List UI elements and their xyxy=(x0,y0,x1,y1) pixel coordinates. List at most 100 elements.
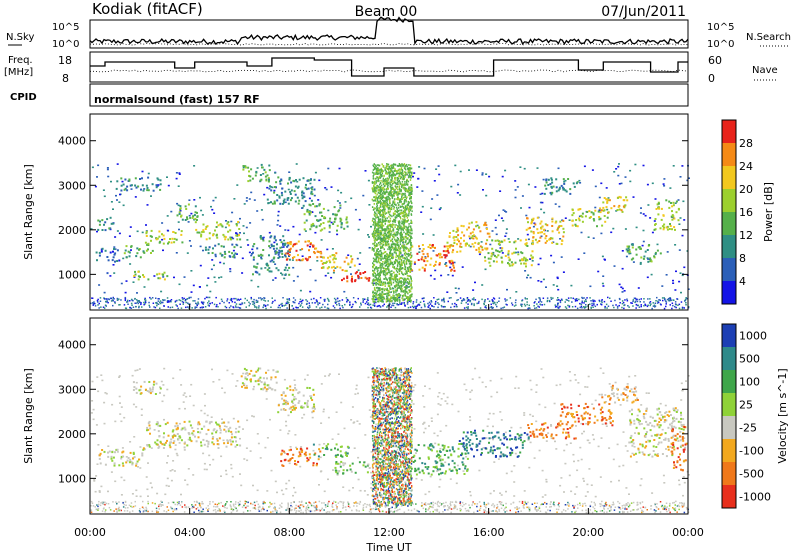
echo-cell xyxy=(567,178,570,180)
noise-cell xyxy=(411,254,413,257)
scatter-cell xyxy=(220,276,223,278)
scatter-cell xyxy=(632,305,634,307)
scatter-cell xyxy=(236,299,238,301)
scatter-cell xyxy=(539,201,542,204)
noise-cell xyxy=(373,301,375,303)
scatter-cell xyxy=(241,303,244,305)
echo-cell xyxy=(562,187,565,190)
noise-cell xyxy=(411,286,413,289)
echo-cell xyxy=(273,186,276,188)
noise-cell xyxy=(382,271,385,274)
noise-cell xyxy=(377,238,380,240)
echo-cell xyxy=(552,185,555,188)
noise-cell xyxy=(394,216,396,219)
echo-cell xyxy=(313,251,316,253)
colorbar-segment xyxy=(722,166,736,189)
noise-cell xyxy=(405,168,407,171)
noise-cell xyxy=(386,289,388,291)
echo-cell xyxy=(333,257,336,260)
scatter-cell xyxy=(581,307,583,309)
scatter-cell xyxy=(245,197,248,199)
echo-cell xyxy=(601,224,604,227)
noise-cell xyxy=(396,185,399,188)
scatter-cell xyxy=(554,203,557,205)
scatter-cell xyxy=(313,194,316,197)
noise-cell xyxy=(389,287,391,290)
echo-cell xyxy=(256,271,259,274)
echo-cell xyxy=(305,219,308,222)
noise-cell xyxy=(373,208,375,211)
scatter-cell xyxy=(211,208,214,211)
noise-cell xyxy=(396,216,398,219)
scatter-cell xyxy=(457,183,460,186)
echo-cell xyxy=(304,186,307,189)
noise-cell xyxy=(389,248,391,251)
noise-cell xyxy=(391,170,393,173)
scatter-cell xyxy=(415,301,418,303)
scatter-cell xyxy=(456,192,459,194)
scatter-cell xyxy=(186,298,189,300)
noise-cell xyxy=(409,267,411,270)
scatter-cell xyxy=(680,291,682,294)
noise-cell xyxy=(402,238,404,241)
scatter-cell xyxy=(309,182,312,185)
scatter-cell xyxy=(319,307,321,309)
scatter-cell xyxy=(438,303,440,306)
noise-cell xyxy=(382,211,384,214)
scatter-cell xyxy=(624,299,626,301)
scatter-cell xyxy=(296,307,298,309)
echo-cell xyxy=(426,260,429,263)
noise-cell xyxy=(407,250,410,252)
scatter-cell xyxy=(629,252,632,255)
noise-cell xyxy=(409,169,411,172)
echo-cell xyxy=(313,252,316,255)
scatter-cell xyxy=(93,301,95,303)
noise-cell xyxy=(377,269,379,272)
noise-cell xyxy=(384,181,386,184)
noise-cell xyxy=(400,236,403,238)
echo-cell xyxy=(497,254,500,257)
noise-cell xyxy=(395,173,398,175)
echo-cell xyxy=(271,245,273,248)
echo-cell xyxy=(597,210,600,213)
noise-cell xyxy=(391,169,393,172)
noise-cell xyxy=(378,300,380,303)
noise-cell xyxy=(391,270,393,272)
noise-cell xyxy=(376,187,378,190)
scatter-cell xyxy=(231,211,234,214)
noise-cell xyxy=(402,203,404,205)
noise-cell xyxy=(391,177,393,180)
noise-cell xyxy=(405,171,407,174)
noise-cell xyxy=(409,289,411,292)
scatter-cell xyxy=(354,300,356,303)
echo-cell xyxy=(284,190,287,193)
scatter-cell xyxy=(533,302,536,304)
echo-cell xyxy=(228,224,231,227)
scatter-cell xyxy=(284,229,287,231)
echo-cell xyxy=(301,191,303,194)
noise-cell xyxy=(396,284,398,287)
echo-cell xyxy=(530,222,533,225)
scatter-cell xyxy=(247,244,250,246)
scatter-cell xyxy=(90,302,92,305)
echo-cell xyxy=(339,204,342,207)
noise-cell xyxy=(411,174,413,177)
echo-cell xyxy=(272,245,275,248)
echo-cell xyxy=(418,245,420,248)
echo-cell xyxy=(125,256,128,259)
scatter-cell xyxy=(432,250,435,252)
scatter-cell xyxy=(107,301,109,304)
noise-cell xyxy=(406,184,409,186)
echo-cell xyxy=(308,249,310,252)
echo-cell xyxy=(278,255,281,258)
noise-cell xyxy=(410,190,412,192)
echo-cell xyxy=(491,253,494,256)
echo-cell xyxy=(289,243,292,246)
scatter-cell xyxy=(283,277,286,280)
scatter-cell xyxy=(183,297,185,300)
noise-cell xyxy=(397,228,399,230)
echo-cell xyxy=(147,176,150,179)
noise-cell xyxy=(404,174,406,177)
echo-cell xyxy=(295,179,297,181)
nsky-left-tick-bottom: 10^0 xyxy=(52,39,79,50)
